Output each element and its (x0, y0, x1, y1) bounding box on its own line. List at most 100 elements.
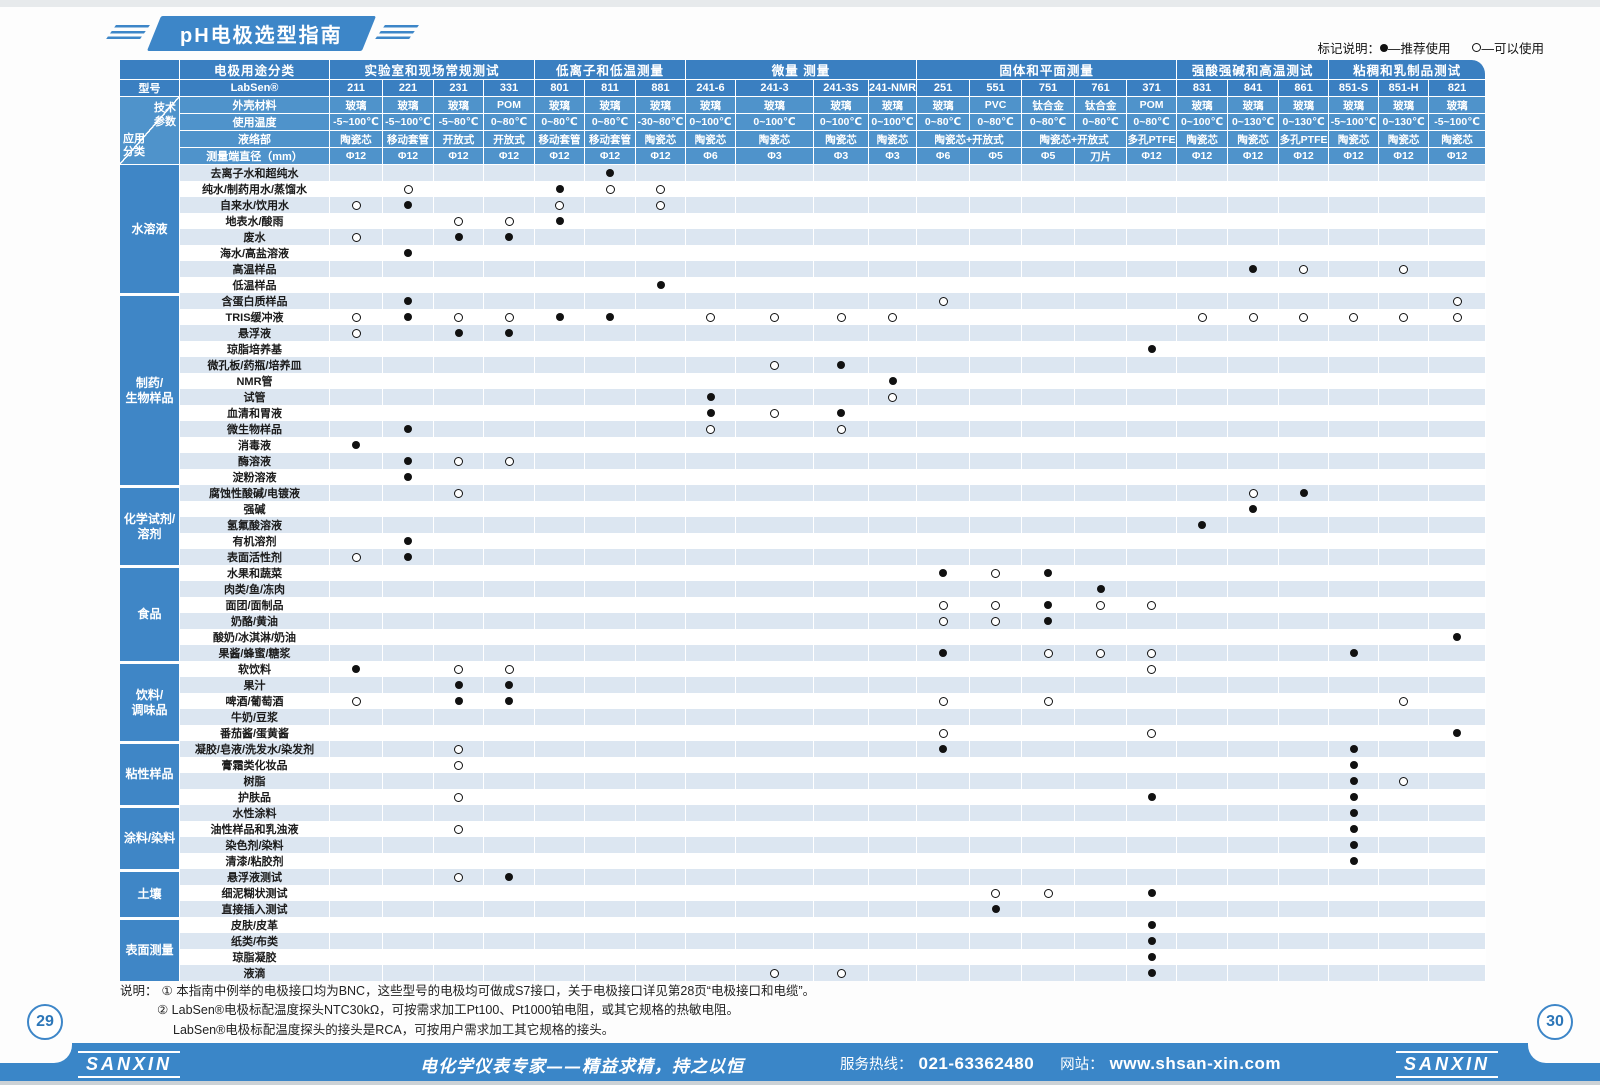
mark-cell (814, 741, 869, 757)
mark-cell (1075, 421, 1128, 437)
mark-cell (484, 805, 535, 821)
mark-cell (585, 725, 636, 741)
mark-cell (686, 517, 736, 533)
mark-cell (1127, 405, 1178, 421)
mark-cell (736, 949, 814, 965)
mark-cell (814, 421, 869, 437)
mark-cell (1379, 901, 1430, 917)
table-row: 粘性样品 凝胶/皂液/洗发水/染发剂 (120, 741, 1487, 805)
mark-cell (330, 197, 383, 213)
mark-cell (383, 901, 434, 917)
mark-cell (636, 469, 686, 485)
mark-cell (383, 821, 434, 837)
mark-cell (1379, 213, 1430, 229)
mark-cell (917, 581, 971, 597)
recommended-dot-icon (404, 457, 412, 466)
mark-cell (383, 661, 434, 677)
mark-cell (1075, 405, 1128, 421)
mark-cell (484, 565, 535, 581)
banner-stripes-icon (104, 25, 150, 42)
mark-cell (736, 565, 814, 581)
mark-cell (383, 181, 434, 197)
mark-cell (686, 885, 736, 901)
mark-cell (484, 229, 535, 245)
mark-cell (535, 357, 585, 373)
mark-cell (1429, 565, 1487, 581)
mark-cell (585, 357, 636, 373)
mark-cell (330, 853, 383, 869)
param-value: 陶瓷芯 (814, 131, 869, 148)
row-label: 奶酪/黄油 (180, 613, 330, 629)
mark-cell (1279, 325, 1330, 341)
mark-cell (484, 469, 535, 485)
mark-cell (1379, 197, 1430, 213)
mark-cell (1022, 613, 1076, 629)
mark-cell (1279, 645, 1330, 661)
mark-cell (1279, 517, 1330, 533)
row-label: 染色剂/染料 (180, 837, 330, 853)
mark-cell (1177, 405, 1229, 421)
mark-cell (970, 389, 1023, 405)
mark-cell (686, 661, 736, 677)
recommended-dot-icon (1349, 649, 1358, 658)
mark-cell (1279, 197, 1330, 213)
table-row: 土壤 悬浮液测试 (120, 869, 1487, 917)
mark-cell (1429, 261, 1487, 277)
mark-cell (686, 197, 736, 213)
mark-cell (869, 965, 918, 981)
mark-cell (636, 165, 686, 181)
mark-cell (585, 629, 636, 645)
table-row: 护肤品 (120, 789, 1487, 805)
mark-cell (736, 213, 814, 229)
brand-label: LabSen® (180, 80, 330, 97)
recommended-dot-icon (888, 377, 897, 386)
mark-cell (1429, 677, 1487, 693)
mark-cell (1429, 437, 1487, 453)
mark-cell (1075, 261, 1128, 277)
mark-cell (434, 965, 484, 981)
usable-dot-icon (1248, 312, 1258, 322)
mark-cell (1329, 453, 1380, 469)
mark-cell (1228, 645, 1280, 661)
usable-dot-icon (605, 184, 615, 194)
mark-cell (1022, 549, 1076, 565)
mark-cell (535, 517, 585, 533)
mark-cell (736, 901, 814, 917)
row-label: 地表水/酸雨 (180, 213, 330, 229)
mark-cell (1279, 597, 1330, 613)
mark-cell (1429, 773, 1487, 789)
mark-cell (484, 293, 535, 309)
mark-cell (736, 773, 814, 789)
mark-cell (585, 645, 636, 661)
mark-cell (1379, 341, 1430, 357)
mark-cell (1329, 949, 1380, 965)
mark-cell (330, 805, 383, 821)
usable-dot-icon (1399, 696, 1409, 706)
table-row: 有机溶剂 (120, 533, 1487, 549)
mark-cell (686, 693, 736, 709)
mark-cell (869, 213, 918, 229)
mark-cell (917, 405, 971, 421)
table-row: 海水/高盐溶液 (120, 245, 1487, 261)
mark-cell (1228, 869, 1280, 885)
mark-cell (330, 533, 383, 549)
mark-cell (1429, 709, 1487, 725)
mark-cell (330, 885, 383, 901)
mark-cell (1279, 805, 1330, 821)
param-value: 0~100℃ (736, 114, 814, 131)
mark-cell (535, 581, 585, 597)
mark-cell (1429, 757, 1487, 773)
mark-cell (535, 741, 585, 757)
mark-cell (636, 917, 686, 933)
row-label: 含蛋白质样品 (180, 293, 330, 309)
mark-cell (484, 661, 535, 677)
mark-cell (869, 453, 918, 469)
mark-cell (1379, 437, 1430, 453)
mark-cell (636, 789, 686, 805)
mark-cell (1177, 853, 1229, 869)
mark-cell (1379, 373, 1430, 389)
mark-cell (869, 245, 918, 261)
mark-cell (970, 453, 1023, 469)
mark-cell (330, 629, 383, 645)
mark-cell (1022, 709, 1076, 725)
